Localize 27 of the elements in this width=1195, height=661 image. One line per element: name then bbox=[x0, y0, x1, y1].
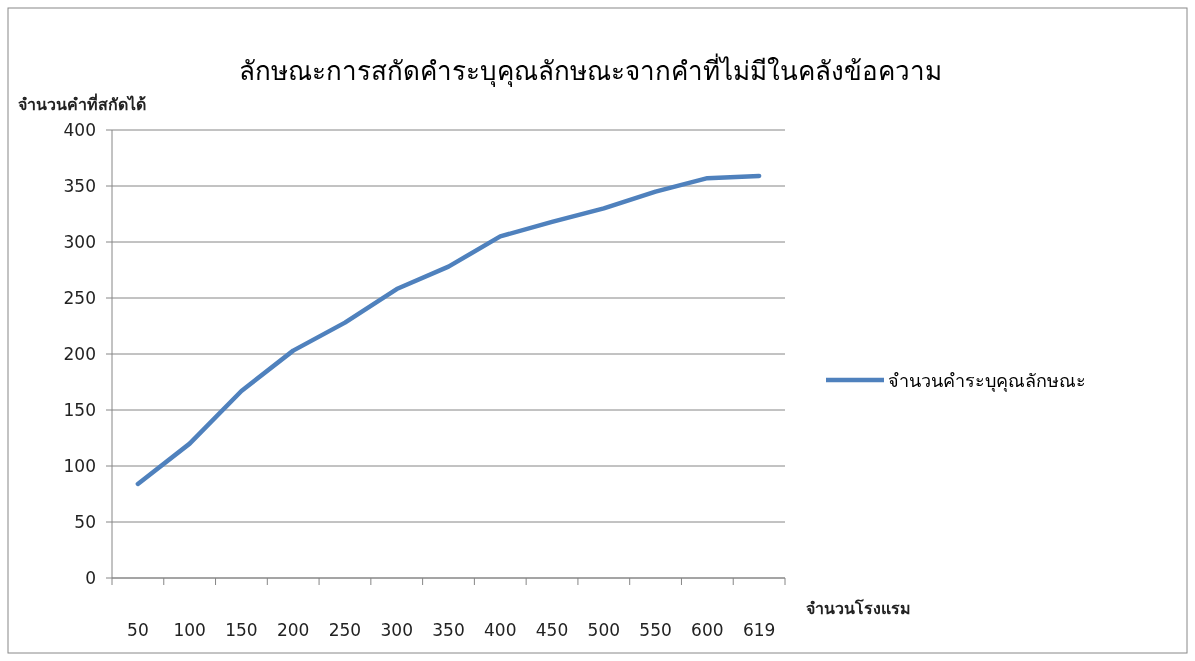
y-tick-label: 0 bbox=[85, 568, 96, 588]
x-tick-label: 500 bbox=[587, 620, 621, 640]
y-tick-label: 350 bbox=[63, 176, 96, 196]
y-tick-label: 400 bbox=[63, 120, 96, 140]
x-axis-title: จำนวนโรงแรม bbox=[806, 598, 911, 618]
y-tick-label: 300 bbox=[63, 232, 96, 252]
x-tick-label: 250 bbox=[328, 620, 362, 640]
y-tick-label: 250 bbox=[63, 288, 96, 308]
y-tick-label: 150 bbox=[63, 400, 96, 420]
x-tick-label: 50 bbox=[127, 620, 149, 640]
x-tick-label: 350 bbox=[432, 620, 465, 640]
x-tick-label: 100 bbox=[173, 620, 206, 640]
y-tick-label: 50 bbox=[74, 512, 96, 532]
x-tick-label: 400 bbox=[484, 620, 517, 640]
x-tick-label: 150 bbox=[225, 620, 258, 640]
legend-label: จำนวนคำระบุคุณลักษณะ bbox=[888, 370, 1086, 392]
x-tick-label: 450 bbox=[535, 620, 569, 640]
line-series bbox=[135, 173, 762, 487]
y-axis-title: จำนวนคำที่สกัดได้ bbox=[18, 93, 146, 114]
x-tick-label: 619 bbox=[742, 620, 776, 640]
chart-title: ลักษณะการสกัดคำระบุคุณลักษณะจากคำที่ไม่มีในคลังข้อความ bbox=[238, 53, 942, 87]
x-tick-label: 600 bbox=[691, 620, 724, 640]
x-tick-label: 200 bbox=[276, 620, 310, 640]
x-tick-label: 550 bbox=[639, 620, 672, 640]
y-tick-label: 200 bbox=[63, 344, 96, 364]
y-tick-label: 100 bbox=[63, 456, 96, 476]
x-tick-label: 300 bbox=[380, 620, 413, 640]
